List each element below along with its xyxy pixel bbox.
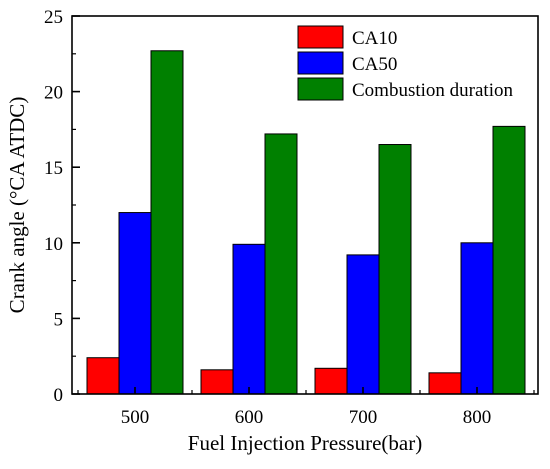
bar-ca10-500 [86,357,120,395]
y-tick-label-25: 25 [44,7,63,28]
legend-label-combustion-duration: Combustion duration [352,80,513,101]
y-tick-label-5: 5 [54,309,64,330]
bar-combustion-duration-700 [378,144,412,395]
bar-ca10-700 [314,367,348,395]
x-tick-label-700: 700 [349,407,378,428]
bar-combustion-duration-600 [264,133,298,395]
x-tick-label-500: 500 [121,407,150,428]
y-tick-label-20: 20 [44,83,63,104]
bar-ca10-800 [428,372,462,395]
legend-label-ca10: CA10 [352,28,397,49]
y-tick-label-0: 0 [54,385,64,406]
bar-combustion-duration-500 [150,50,184,395]
bar-combustion-duration-800 [492,125,526,395]
y-axis-title: Crank angle (°CA ATDC) [5,97,29,314]
y-tick-label-15: 15 [44,158,63,179]
bar-ca50-600 [232,243,266,395]
bar-ca10-600 [200,369,234,395]
ticks-layer: 0 5 10 15 20 25 500 600 700 800 [44,7,535,428]
bar-ca50-700 [346,254,380,395]
legend-swatch-ca10 [297,25,344,49]
y-tick-label-10: 10 [44,234,63,255]
bar-ca50-800 [460,242,494,395]
legend: CA10 CA50 Combustion duration [297,25,513,101]
bars-layer [86,50,526,395]
legend-swatch-ca50 [297,51,344,75]
x-axis-title: Fuel Injection Pressure(bar) [188,431,422,455]
bar-ca50-500 [118,212,152,395]
legend-label-ca50: CA50 [352,54,397,75]
legend-swatch-combustion-duration [297,77,344,101]
x-tick-label-600: 600 [235,407,264,428]
x-tick-label-800: 800 [463,407,492,428]
